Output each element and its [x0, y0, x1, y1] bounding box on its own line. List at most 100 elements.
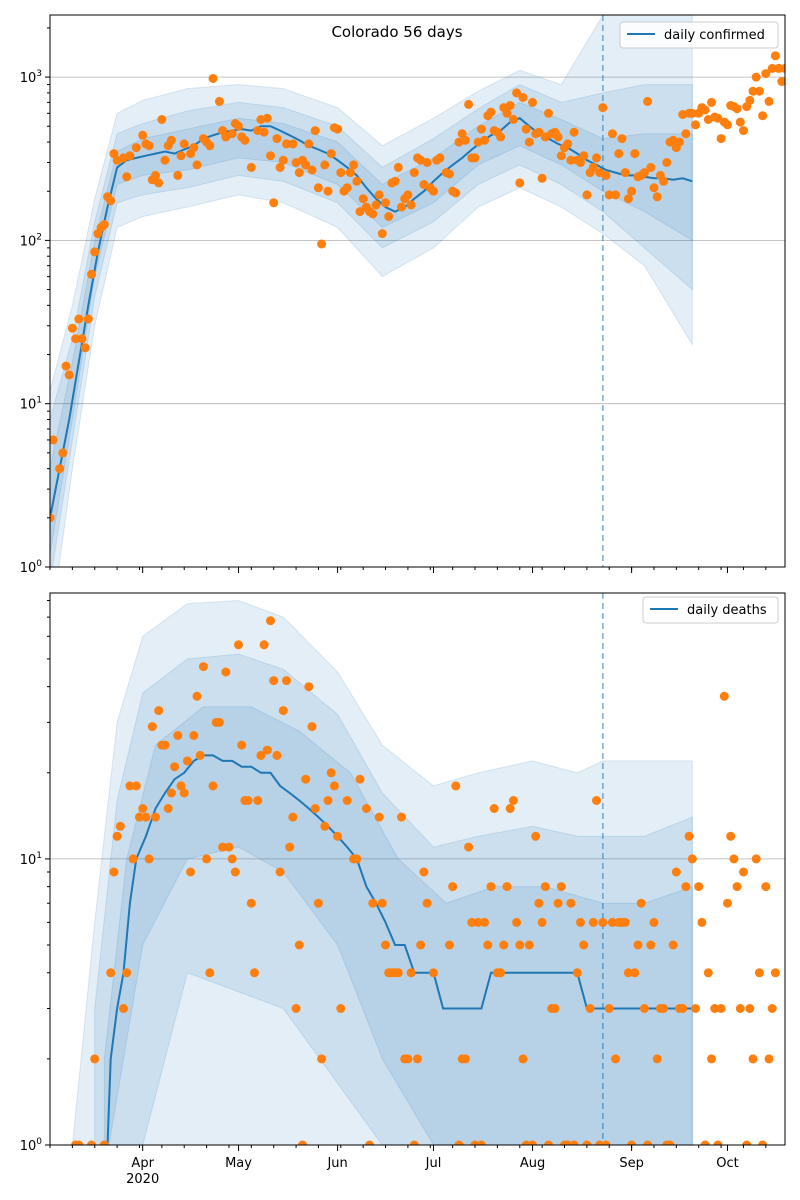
observed-point	[598, 103, 608, 113]
observed-point	[58, 448, 68, 458]
observed-point	[639, 1004, 649, 1013]
observed-point	[643, 1140, 653, 1145]
observed-point	[716, 134, 726, 144]
observed-point	[214, 717, 224, 727]
observed-point	[218, 842, 228, 852]
observed-point	[77, 334, 87, 344]
y-tick-label: 102	[20, 232, 42, 249]
observed-point	[166, 788, 176, 798]
x-tick-label: Sep	[619, 1156, 644, 1171]
observed-point	[269, 676, 279, 686]
observed-point	[138, 130, 148, 140]
observed-point	[429, 186, 438, 196]
observed-point	[326, 149, 336, 159]
observed-point	[83, 314, 93, 324]
observed-point	[758, 1140, 768, 1145]
observed-point	[262, 113, 272, 123]
observed-point	[489, 804, 499, 813]
observed-point	[639, 168, 649, 178]
x-tick-label: Oct	[716, 1156, 738, 1171]
observed-point	[716, 1004, 726, 1013]
observed-point	[770, 968, 780, 978]
observed-point	[87, 269, 96, 279]
observed-point	[371, 200, 381, 210]
observed-point	[419, 867, 429, 877]
observed-point	[751, 854, 761, 864]
observed-point	[310, 804, 320, 813]
observed-point	[237, 740, 247, 750]
observed-point	[512, 88, 522, 98]
observed-point	[518, 1054, 528, 1064]
observed-point	[409, 168, 419, 178]
observed-point	[505, 101, 515, 110]
observed-point	[643, 96, 653, 106]
observed-point	[317, 239, 327, 249]
confirmed-plot-area: 100 101 102 103	[20, 14, 786, 576]
observed-point	[74, 314, 84, 324]
observed-point	[160, 740, 170, 750]
observed-point	[745, 95, 755, 105]
observed-point	[429, 968, 438, 978]
observed-point	[320, 160, 330, 170]
observed-point	[246, 898, 256, 908]
observed-point	[361, 804, 371, 813]
observed-point	[176, 151, 186, 161]
observed-point	[266, 616, 275, 626]
observed-point	[422, 158, 432, 167]
observed-point	[323, 796, 333, 805]
observed-point	[678, 1004, 688, 1013]
observed-point	[221, 667, 231, 677]
observed-point	[294, 168, 304, 178]
observed-point	[384, 212, 394, 221]
observed-point	[508, 796, 518, 805]
observed-point	[151, 812, 160, 822]
observed-point	[208, 74, 218, 83]
observed-point	[285, 842, 295, 852]
observed-point	[592, 796, 601, 805]
observed-point	[205, 141, 215, 151]
legend-box	[619, 21, 779, 49]
observed-point	[198, 662, 208, 672]
observed-point	[524, 940, 534, 950]
observed-point	[611, 1054, 621, 1064]
observed-point	[291, 1004, 301, 1013]
observed-point	[170, 762, 180, 772]
observed-point	[694, 882, 704, 892]
observed-point	[582, 190, 592, 200]
observed-point	[665, 1140, 675, 1145]
observed-point	[368, 898, 378, 908]
observed-point	[671, 867, 681, 877]
observed-point	[131, 781, 141, 791]
observed-point	[659, 176, 669, 186]
observed-point	[681, 882, 691, 892]
observed-point	[528, 97, 537, 107]
observed-point	[518, 93, 528, 102]
observed-point	[317, 1054, 327, 1064]
observed-point	[90, 1054, 100, 1064]
observed-point	[365, 1140, 375, 1145]
observed-point	[592, 153, 601, 163]
observed-point	[301, 160, 311, 170]
observed-point	[208, 781, 218, 791]
observed-point	[451, 188, 461, 198]
observed-point	[742, 1140, 752, 1145]
observed-point	[195, 750, 205, 760]
observed-point	[460, 1054, 470, 1064]
observed-point	[464, 99, 474, 109]
observed-point	[611, 190, 621, 200]
observed-point	[544, 1140, 553, 1145]
observed-point	[240, 135, 250, 145]
observed-point	[569, 127, 579, 137]
observed-point	[122, 968, 132, 978]
observed-point	[403, 1054, 413, 1064]
axes-frame	[49, 14, 786, 568]
observed-point	[700, 1140, 710, 1145]
observed-point	[620, 917, 630, 927]
observed-point	[496, 968, 506, 978]
observed-point	[534, 898, 544, 908]
observed-point	[288, 139, 298, 149]
observed-point	[374, 190, 384, 200]
observed-point	[745, 1004, 755, 1013]
observed-point	[355, 207, 365, 217]
